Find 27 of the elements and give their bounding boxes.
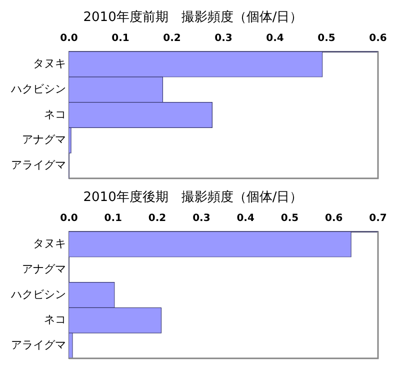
x-tick-label: 0.5 (280, 213, 299, 224)
y-tick-label: ハクビシン (10, 82, 66, 96)
x-tick-label: 0.4 (266, 33, 284, 44)
y-tick-label: アナグマ (22, 133, 66, 146)
y-tick-label: アライグマ (11, 338, 66, 352)
x-tick-label: 0.0 (60, 33, 78, 44)
y-tick-label: タヌキ (33, 57, 66, 70)
x-tick-label: 0.6 (325, 213, 343, 224)
x-tick-label: 0.3 (214, 33, 232, 44)
chart-title: 2010年度後期 撮影頻度（個体/日） (83, 189, 303, 206)
x-tick-label: 0.0 (60, 213, 78, 224)
y-tick-label: ネコ (44, 108, 66, 121)
x-tick-label: 0.3 (192, 213, 210, 224)
y-tick-label: ネコ (44, 313, 66, 326)
x-tick-label: 0.6 (369, 33, 387, 44)
x-tick-label: 0.7 (369, 213, 387, 224)
y-tick-label: タヌキ (33, 237, 66, 250)
x-tick-label: 0.1 (104, 213, 122, 224)
x-tick-label: 0.4 (236, 213, 254, 224)
chart-title: 2010年度前期 撮影頻度（個体/日） (83, 9, 303, 26)
y-tick-label: アライグマ (11, 158, 66, 172)
y-tick-label: アナグマ (22, 262, 66, 276)
x-tick-label: 0.5 (318, 33, 336, 44)
y-tick-label: ハクビシン (10, 288, 66, 301)
x-tick-label: 0.2 (163, 33, 181, 44)
x-tick-label: 0.1 (112, 33, 130, 44)
x-tick-label: 0.2 (148, 213, 166, 224)
